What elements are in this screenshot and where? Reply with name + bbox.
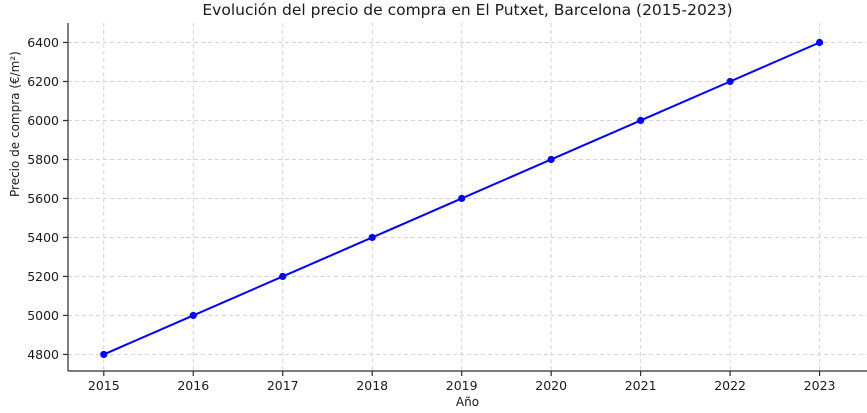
x-tick-label: 2016 [177,378,209,393]
data-point [726,77,734,86]
y-tick-label: 6400 [27,35,59,50]
data-point [637,116,645,125]
x-tick-label: 2021 [625,378,657,393]
data-point [547,155,555,164]
x-tick-label: 2017 [267,378,299,393]
x-axis-label: Año [455,395,480,409]
data-point [368,233,376,242]
y-tick-label: 5000 [27,308,59,323]
y-tick-label: 6200 [27,74,59,89]
y-tick-label: 4800 [27,347,59,362]
data-point [458,194,466,203]
y-tick-label: 5800 [27,152,59,167]
y-tick-label: 5400 [27,230,59,245]
y-tick-label: 5200 [27,269,59,284]
x-tick-label: 2015 [88,378,120,393]
data-point [100,350,108,359]
x-tick-label: 2018 [356,378,388,393]
data-point [815,38,824,47]
y-tick-label: 5600 [27,191,59,206]
y-tick-label: 6000 [27,113,59,128]
data-point [189,311,197,320]
x-tick-label: 2020 [535,378,567,393]
x-tick-label: 2023 [804,378,836,393]
x-tick-label: 2019 [446,378,478,393]
chart-title: Evolución del precio de compra en El Put… [202,1,733,19]
data-point [279,272,287,281]
x-tick-label: 2022 [714,378,746,393]
